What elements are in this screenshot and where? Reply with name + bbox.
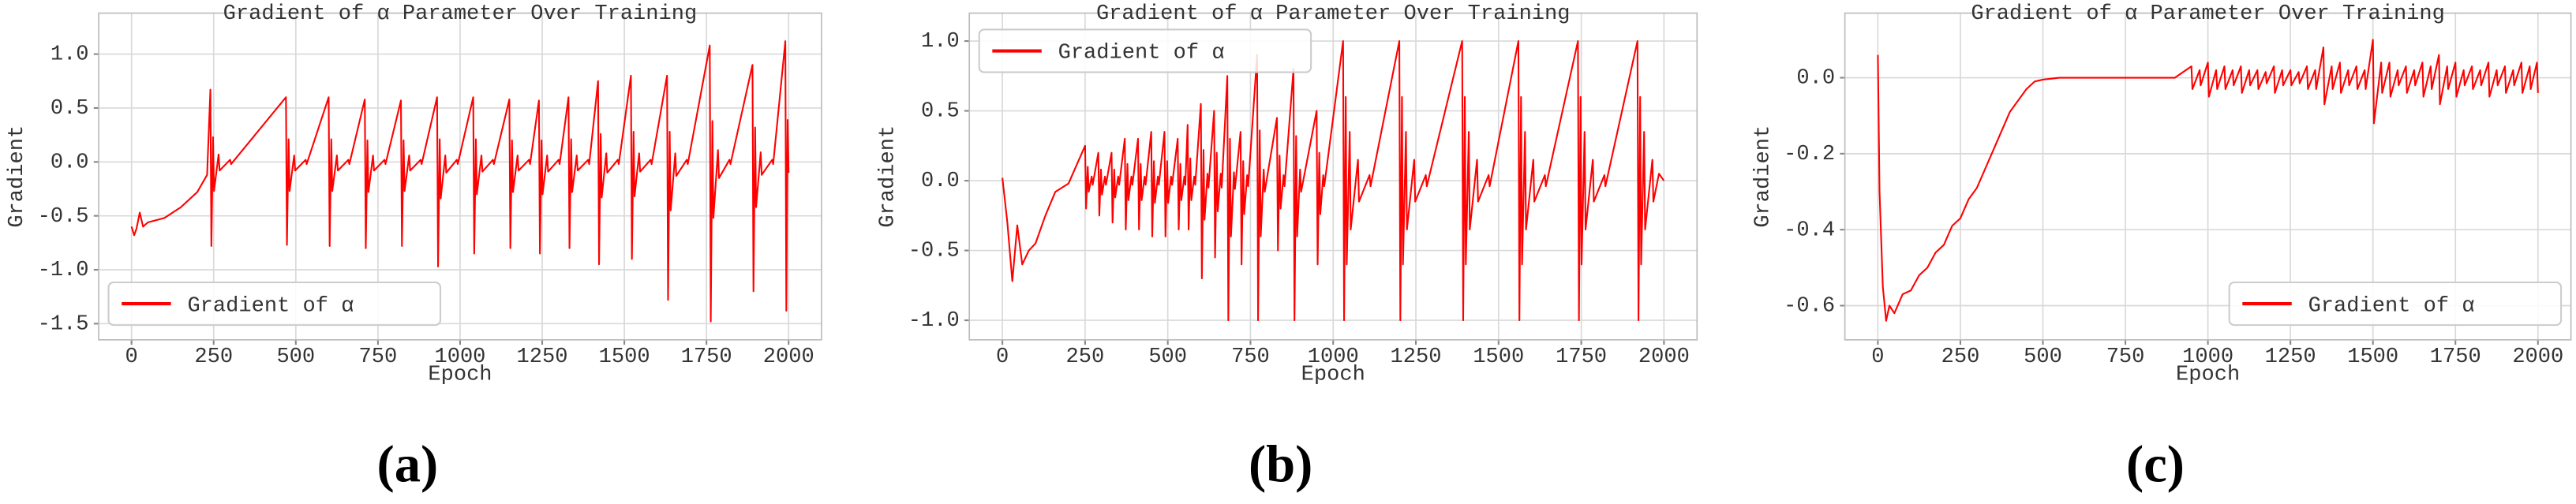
y-axis-label: Gradient <box>5 125 29 228</box>
x-axis-label: Epoch <box>1301 363 1365 387</box>
y-tick-label: 0.0 <box>1796 66 1835 91</box>
x-axis-label: Epoch <box>2176 363 2240 387</box>
data-line <box>130 40 790 323</box>
x-tick-label: 2000 <box>1638 345 1690 369</box>
y-tick-label: 0.5 <box>921 99 960 124</box>
legend-box <box>978 28 1312 73</box>
plot-frame <box>1844 12 2572 341</box>
legend: Gradient of α <box>978 28 1312 73</box>
caption: (c) <box>2126 436 2185 494</box>
x-tick-label: 1750 <box>681 345 732 369</box>
x-tick-label: 500 <box>1148 345 1187 369</box>
y-tick-label: -0.5 <box>908 239 960 263</box>
data-line <box>1002 40 1665 322</box>
x-tick-label: 250 <box>194 345 233 369</box>
legend-label: Gradient of α <box>2308 293 2475 318</box>
x-tick-label: 1500 <box>599 345 650 369</box>
x-tick-label: 1250 <box>2265 345 2316 369</box>
legend-label: Gradient of α <box>1058 41 1225 65</box>
y-tick-label: 0.0 <box>51 150 89 174</box>
chart-title: Gradient of α Parameter Over Training <box>1096 2 1571 26</box>
y-tick-label: -0.4 <box>1784 218 1835 242</box>
x-tick-label: 250 <box>1066 345 1105 369</box>
x-tick-label: 250 <box>1941 345 1980 369</box>
x-tick-label: 1500 <box>1473 345 1524 369</box>
x-tick-label: 2000 <box>2512 345 2563 369</box>
plot-frame <box>98 12 822 341</box>
data-line <box>1877 39 2539 322</box>
legend-box <box>107 281 442 327</box>
y-tick-label: -0.2 <box>1784 142 1835 166</box>
x-tick-label: 500 <box>2024 345 2062 369</box>
y-tick-label: 1.0 <box>921 29 960 54</box>
x-axis-label: Epoch <box>428 363 492 387</box>
y-axis-label: Gradient <box>1751 125 1776 228</box>
plot-frame <box>968 12 1698 341</box>
x-tick-label: 0 <box>996 345 1009 369</box>
x-tick-label: 500 <box>276 345 315 369</box>
legend-label: Gradient of α <box>187 293 354 318</box>
x-tick-label: 1000 <box>2182 345 2233 369</box>
caption: (a) <box>377 436 439 494</box>
y-tick-label: 1.0 <box>51 43 89 67</box>
y-tick-label: -0.5 <box>38 204 89 229</box>
x-tick-label: 2000 <box>763 345 814 369</box>
x-tick-label: 1000 <box>1308 345 1359 369</box>
x-tick-label: 750 <box>1231 345 1270 369</box>
x-tick-label: 750 <box>2106 345 2145 369</box>
y-tick-label: -1.0 <box>38 258 89 282</box>
x-tick-label: 0 <box>1871 345 1884 369</box>
y-tick-label: 0.0 <box>921 169 960 193</box>
x-tick-label: 750 <box>359 345 398 369</box>
y-tick-label: -1.5 <box>38 312 89 336</box>
chart-title: Gradient of α Parameter Over Training <box>223 2 698 26</box>
y-tick-label: -0.6 <box>1784 294 1835 319</box>
x-tick-label: 1000 <box>434 345 485 369</box>
legend: Gradient of α <box>2228 281 2563 327</box>
legend: Gradient of α <box>107 281 442 327</box>
x-tick-label: 1500 <box>2347 345 2398 369</box>
y-axis-label: Gradient <box>875 125 900 228</box>
chart-title: Gradient of α Parameter Over Training <box>1971 2 2445 26</box>
caption: (b) <box>1249 436 1312 494</box>
y-tick-label: 0.5 <box>51 96 89 121</box>
x-tick-label: 1750 <box>1556 345 1607 369</box>
x-tick-label: 0 <box>125 345 138 369</box>
y-tick-label: -1.0 <box>908 308 960 333</box>
x-tick-label: 1750 <box>2430 345 2481 369</box>
x-tick-label: 1250 <box>1391 345 1442 369</box>
legend-box <box>2228 281 2563 327</box>
x-tick-label: 1250 <box>517 345 568 369</box>
